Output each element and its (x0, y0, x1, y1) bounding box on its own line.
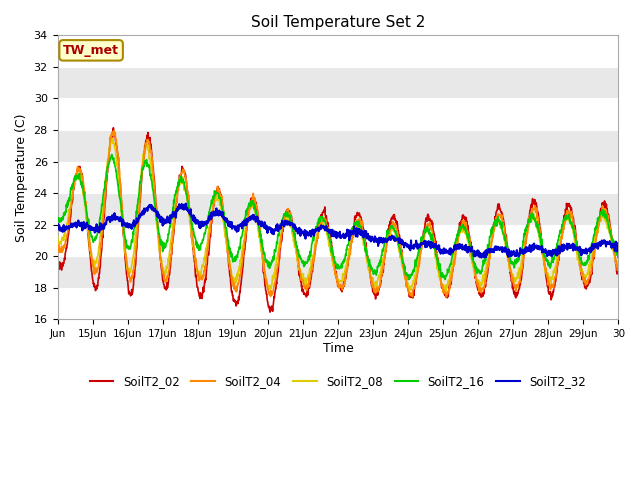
Bar (58, 67, 618, 98)
Bar (58, 256, 618, 288)
Bar (58, 98, 618, 130)
Title: Soil Temperature Set 2: Soil Temperature Set 2 (251, 15, 425, 30)
Bar (58, 193, 618, 225)
X-axis label: Time: Time (323, 342, 353, 355)
Bar (58, 162, 618, 193)
Bar (58, 225, 618, 256)
Text: TW_met: TW_met (63, 44, 119, 57)
Y-axis label: Soil Temperature (C): Soil Temperature (C) (15, 113, 28, 241)
Bar (58, 130, 618, 162)
Bar (58, 288, 618, 319)
Bar (58, 36, 618, 67)
Legend: SoilT2_02, SoilT2_04, SoilT2_08, SoilT2_16, SoilT2_32: SoilT2_02, SoilT2_04, SoilT2_08, SoilT2_… (85, 371, 591, 393)
